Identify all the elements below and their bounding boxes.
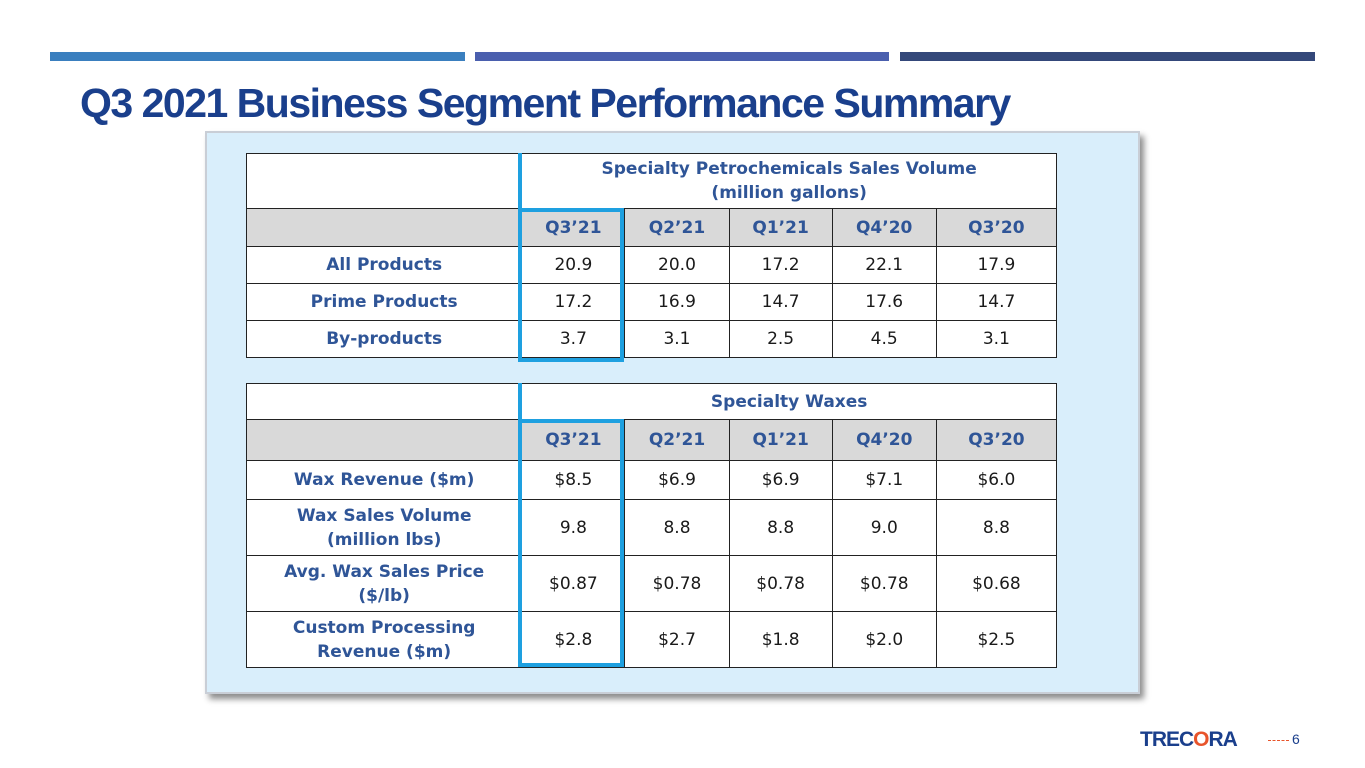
table-row: Custom Processing Revenue ($m) $2.8 $2.7 …	[245, 611, 1058, 668]
value-cell: $2.7	[624, 611, 730, 668]
accent-bar-1	[50, 52, 465, 61]
value-cell: $0.78	[624, 555, 730, 612]
value-cell: 16.9	[624, 283, 730, 321]
value-cell: $0.78	[831, 555, 937, 612]
quarter-header: Q2’21	[624, 419, 730, 461]
value-cell: 3.1	[935, 320, 1058, 358]
quarter-header: Q4’20	[831, 208, 937, 247]
value-cell: $0.87	[521, 555, 626, 612]
waxes-table: Specialty Waxes Q3’21 Q2’21 Q1’21 Q4’20 …	[245, 383, 1058, 668]
quarter-header: Q2’21	[624, 208, 730, 247]
value-cell: 3.7	[521, 320, 626, 358]
row-label: Avg. Wax Sales Price ($/lb)	[245, 555, 523, 612]
value-cell: 4.5	[831, 320, 937, 358]
accent-bar-2	[475, 52, 889, 61]
page-number-dash	[1268, 740, 1289, 741]
empty-corner-cell	[245, 383, 523, 420]
value-cell: $6.9	[728, 460, 833, 500]
row-label: All Products	[245, 246, 523, 284]
label-column-header	[245, 419, 523, 461]
empty-corner-cell	[245, 153, 523, 209]
table-row: Prime Products 17.2 16.9 14.7 17.6 14.7	[245, 283, 1058, 321]
value-cell: 20.0	[624, 246, 730, 284]
accent-bar-3	[900, 52, 1315, 61]
value-cell: 17.2	[728, 246, 833, 284]
table-row: Wax Revenue ($m) $8.5 $6.9 $6.9 $7.1 $6.…	[245, 460, 1058, 500]
petrochemicals-header: Specialty Petrochemicals Sales Volume (mi…	[521, 153, 1057, 209]
value-cell: $6.9	[624, 460, 730, 500]
quarter-header: Q1’21	[728, 208, 833, 247]
value-cell: 8.8	[935, 499, 1058, 556]
quarter-header: Q3’20	[935, 208, 1058, 247]
row-label: Prime Products	[245, 283, 523, 321]
value-cell: $2.8	[521, 611, 626, 668]
row-label: By-products	[245, 320, 523, 358]
quarter-header: Q1’21	[728, 419, 833, 461]
table-row: Avg. Wax Sales Price ($/lb) $0.87 $0.78 $…	[245, 555, 1058, 612]
value-cell: 20.9	[521, 246, 626, 284]
value-cell: 8.8	[728, 499, 833, 556]
quarter-header: Q3’21	[521, 419, 626, 461]
slide-title: Q3 2021 Business Segment Performance Sum…	[80, 80, 1011, 126]
row-label: Wax Revenue ($m)	[245, 460, 523, 500]
value-cell: $0.68	[935, 555, 1058, 612]
value-cell: 3.1	[624, 320, 730, 358]
value-cell: $6.0	[935, 460, 1058, 500]
label-column-header	[245, 208, 523, 247]
value-cell: 17.9	[935, 246, 1058, 284]
value-cell: 2.5	[728, 320, 833, 358]
value-cell: $1.8	[728, 611, 833, 668]
value-cell: $8.5	[521, 460, 626, 500]
waxes-header: Specialty Waxes	[521, 383, 1057, 420]
value-cell: 9.0	[831, 499, 937, 556]
quarter-header: Q3’21	[521, 208, 626, 247]
quarter-header: Q3’20	[935, 419, 1058, 461]
value-cell: 17.2	[521, 283, 626, 321]
trecora-logo: TRECORA	[1140, 728, 1238, 751]
value-cell: 22.1	[831, 246, 937, 284]
petrochemicals-table: Specialty Petrochemicals Sales Volume (mi…	[245, 153, 1058, 358]
value-cell: $7.1	[831, 460, 937, 500]
value-cell: 17.6	[831, 283, 937, 321]
value-cell: $0.78	[728, 555, 833, 612]
value-cell: 14.7	[935, 283, 1058, 321]
table-row: All Products 20.9 20.0 17.2 22.1 17.9	[245, 246, 1058, 284]
page-number: 6	[1292, 731, 1300, 747]
value-cell: 8.8	[624, 499, 730, 556]
quarter-header: Q4’20	[831, 419, 937, 461]
value-cell: 9.8	[521, 499, 626, 556]
table-row: By-products 3.7 3.1 2.5 4.5 3.1	[245, 320, 1058, 358]
value-cell: 14.7	[728, 283, 833, 321]
value-cell: $2.0	[831, 611, 937, 668]
value-cell: $2.5	[935, 611, 1058, 668]
row-label: Wax Sales Volume (million lbs)	[245, 499, 523, 556]
table-row: Wax Sales Volume (million lbs) 9.8 8.8 8.…	[245, 499, 1058, 556]
row-label: Custom Processing Revenue ($m)	[245, 611, 523, 668]
